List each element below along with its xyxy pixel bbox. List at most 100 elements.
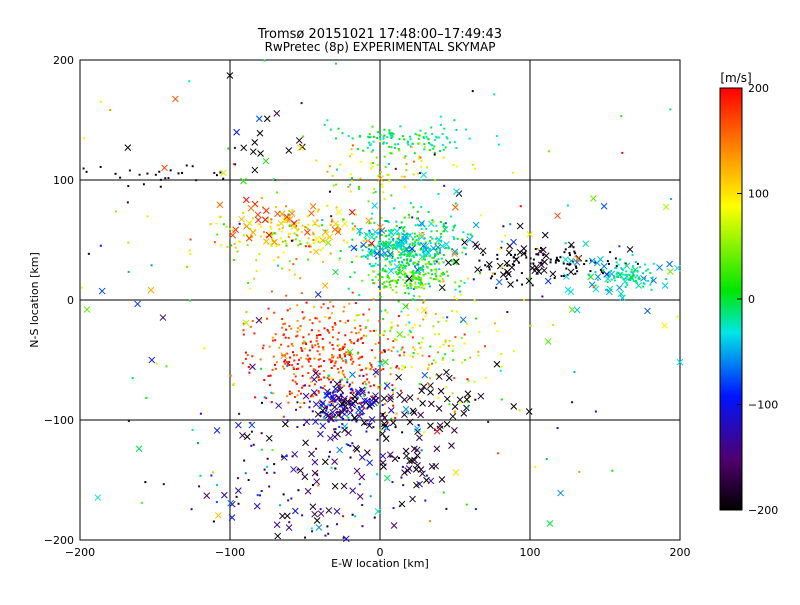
data-point-x <box>83 306 91 313</box>
data-point <box>265 317 268 320</box>
data-point <box>100 100 103 103</box>
colorbar-tick-label: 0 <box>748 293 755 306</box>
data-point <box>332 394 335 397</box>
data-point <box>382 318 385 321</box>
data-point-x <box>280 352 288 359</box>
data-point <box>359 177 362 180</box>
data-point <box>378 320 381 323</box>
data-point-x <box>285 524 293 531</box>
data-point <box>299 406 302 409</box>
data-point <box>376 387 379 390</box>
data-point <box>445 507 448 510</box>
data-point <box>375 329 378 332</box>
data-point <box>406 140 409 143</box>
data-point <box>222 223 225 226</box>
data-point <box>310 329 313 332</box>
data-point-x <box>360 241 367 249</box>
data-point-x <box>282 420 289 428</box>
data-point <box>368 262 371 265</box>
data-point <box>323 416 326 419</box>
data-point <box>500 266 503 269</box>
data-point <box>419 283 422 286</box>
data-point <box>417 137 420 140</box>
data-point <box>638 278 641 281</box>
data-point-x <box>600 202 608 210</box>
data-point-x <box>472 240 479 248</box>
data-point <box>357 357 360 360</box>
data-point <box>447 344 450 347</box>
data-point <box>399 125 402 128</box>
data-point-x <box>541 231 549 239</box>
data-point <box>377 263 380 266</box>
data-point-x <box>215 512 222 519</box>
data-point <box>233 258 236 261</box>
data-point <box>381 282 384 285</box>
data-point <box>471 90 474 93</box>
data-point <box>336 223 339 226</box>
data-point <box>318 378 321 381</box>
data-point <box>328 374 331 377</box>
data-point <box>335 206 338 209</box>
data-point <box>344 321 347 324</box>
data-point <box>277 256 280 259</box>
data-point <box>326 376 329 379</box>
data-point <box>262 344 265 347</box>
data-point <box>289 307 292 310</box>
data-point <box>389 132 392 135</box>
data-point <box>401 465 404 468</box>
data-point <box>469 356 472 359</box>
data-point <box>651 280 654 283</box>
data-point <box>274 243 277 246</box>
data-point <box>272 392 275 395</box>
data-point <box>248 371 251 374</box>
data-point <box>403 230 406 233</box>
data-point <box>309 395 312 398</box>
data-point <box>450 310 453 313</box>
data-point <box>288 521 291 524</box>
data-point <box>378 334 381 337</box>
data-point <box>452 345 455 348</box>
data-point <box>315 340 318 343</box>
data-point <box>323 123 326 126</box>
data-point <box>537 253 540 256</box>
data-point <box>412 355 415 358</box>
data-point <box>447 274 450 277</box>
data-point <box>531 284 534 287</box>
data-point <box>635 281 638 284</box>
data-point <box>339 383 342 386</box>
data-point <box>338 259 341 262</box>
data-point <box>411 244 414 247</box>
data-point-x <box>493 360 501 368</box>
data-point <box>314 344 317 347</box>
data-point <box>433 151 436 154</box>
data-point <box>537 247 540 250</box>
data-point <box>324 534 327 537</box>
data-point <box>413 256 416 259</box>
data-point <box>559 256 562 259</box>
data-point <box>409 259 412 262</box>
data-point <box>335 419 338 422</box>
data-point <box>266 457 269 460</box>
data-point <box>243 459 246 462</box>
data-point <box>254 396 257 399</box>
data-point <box>327 532 330 535</box>
data-point <box>589 270 592 273</box>
data-point <box>443 230 446 233</box>
data-point <box>287 345 290 348</box>
data-point <box>351 389 354 392</box>
data-point <box>331 218 334 221</box>
data-point-x <box>290 223 298 230</box>
data-point <box>390 236 393 239</box>
data-point-x <box>240 177 247 185</box>
data-point <box>339 411 342 414</box>
data-point <box>338 414 341 417</box>
data-point <box>357 405 360 408</box>
data-point <box>308 245 311 248</box>
data-point-x <box>435 373 443 380</box>
data-point <box>411 254 414 257</box>
data-point-x <box>537 261 545 269</box>
data-point <box>647 279 650 282</box>
data-point <box>267 220 270 223</box>
data-point <box>373 221 376 224</box>
data-point <box>233 146 236 149</box>
